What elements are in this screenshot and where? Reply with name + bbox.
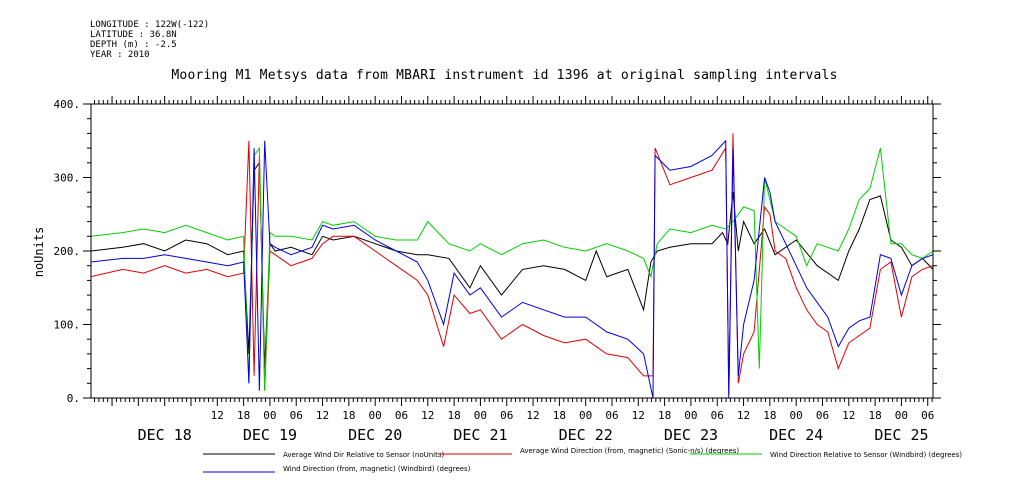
x-hour-label: 06 bbox=[711, 409, 724, 422]
y-tick-label: 0. bbox=[67, 392, 80, 405]
x-day-label: DEC 20 bbox=[348, 426, 402, 444]
x-hour-label: 18 bbox=[237, 409, 250, 422]
axes: 0. 100. 200. 300. 400. 12 18 00 06 12 18 00 06 12 18 00… bbox=[54, 96, 941, 444]
x-day-label: DEC 18 bbox=[138, 426, 192, 444]
x-day-label: DEC 25 bbox=[874, 426, 928, 444]
legend-label-3: Wind Direction Relative to Sensor (Windb… bbox=[770, 451, 962, 459]
x-hour-label: 12 bbox=[316, 409, 329, 422]
x-hour-label: 12 bbox=[211, 409, 224, 422]
x-day-label: DEC 22 bbox=[559, 426, 613, 444]
x-hour-label: 00 bbox=[895, 409, 908, 422]
x-hour-label: 06 bbox=[395, 409, 408, 422]
x-hour-label: 06 bbox=[290, 409, 303, 422]
longitude-label: LONGITUDE : 122W(-122) bbox=[90, 20, 210, 30]
y-tick-label: 300. bbox=[54, 172, 81, 185]
x-hour-label: 06 bbox=[500, 409, 513, 422]
x-hour-label: 12 bbox=[526, 409, 539, 422]
x-day-label: DEC 23 bbox=[664, 426, 718, 444]
legend-label-4: Wind Direction (from, magnetic) (Windbir… bbox=[283, 465, 471, 473]
x-hour-label: 00 bbox=[579, 409, 592, 422]
x-hour-label: 18 bbox=[763, 409, 776, 422]
metadata-block: LONGITUDE : 122W(-122) LATITUDE : 36.8N … bbox=[90, 20, 209, 60]
x-hour-label: 06 bbox=[921, 409, 934, 422]
x-hour-label: 18 bbox=[658, 409, 671, 422]
x-hour-label: 18 bbox=[342, 409, 355, 422]
plot-area bbox=[91, 133, 933, 398]
plot-frame bbox=[90, 103, 934, 399]
x-hour-label: 06 bbox=[816, 409, 829, 422]
x-hour-label: 12 bbox=[632, 409, 645, 422]
x-hour-label: 18 bbox=[447, 409, 460, 422]
series-line-3 bbox=[91, 146, 933, 391]
x-hour-label: 12 bbox=[842, 409, 855, 422]
x-hour-label: 00 bbox=[790, 409, 803, 422]
x-hour-label: 18 bbox=[553, 409, 566, 422]
chart-title: Mooring M1 Metsys data from MBARI instru… bbox=[171, 68, 838, 83]
latitude-label: LATITUDE : 36.8N bbox=[90, 30, 177, 40]
x-hour-label: 00 bbox=[684, 409, 697, 422]
x-day-label: DEC 19 bbox=[243, 426, 297, 444]
series-line-1 bbox=[91, 161, 933, 369]
x-hour-label: 00 bbox=[263, 409, 276, 422]
year-label: YEAR : 2010 bbox=[90, 50, 150, 60]
y-tick-label: 400. bbox=[54, 98, 81, 111]
legend-label-2: Average Wind Direction (from, magnetic) … bbox=[520, 447, 739, 455]
y-tick-label: 100. bbox=[54, 319, 81, 332]
depth-label: DEPTH (m) : -2.5 bbox=[90, 40, 177, 50]
x-hour-label: 00 bbox=[369, 409, 382, 422]
x-hour-label: 18 bbox=[868, 409, 881, 422]
x-hour-label: 06 bbox=[605, 409, 618, 422]
series-line-4 bbox=[91, 139, 933, 398]
legend-label-1: Average Wind Dir Relative to Sensor (noU… bbox=[283, 451, 444, 459]
x-hour-label: 12 bbox=[737, 409, 750, 422]
x-day-label: DEC 21 bbox=[453, 426, 507, 444]
x-day-label: DEC 24 bbox=[769, 426, 823, 444]
legend: Average Wind Dir Relative to Sensor (noU… bbox=[203, 447, 962, 473]
x-hour-label: 12 bbox=[421, 409, 434, 422]
x-hour-label: 00 bbox=[474, 409, 487, 422]
y-axis-label: noUnits bbox=[32, 227, 46, 278]
y-tick-label: 200. bbox=[54, 245, 81, 258]
